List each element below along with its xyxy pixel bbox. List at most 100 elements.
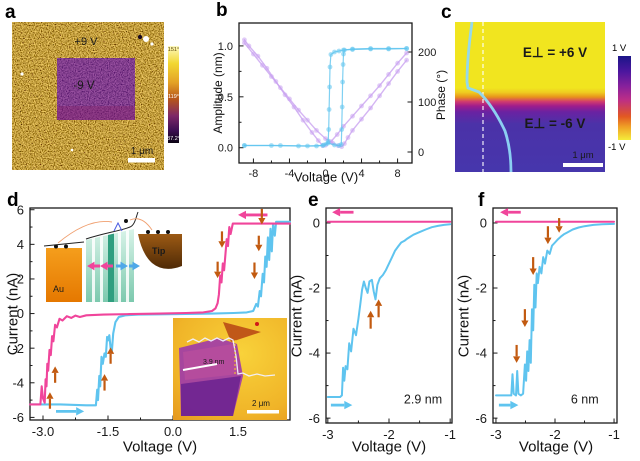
scalebar-label: 2 μm [252,399,270,408]
electron-dot [156,230,160,234]
svg-text:-6: -6 [12,410,24,425]
svg-text:-1.5: -1.5 [97,424,119,439]
surface-pit [137,34,143,40]
panel-d-letter: d [7,190,19,211]
afm-phase-image: +9 V -9 V 1 μm [12,22,164,170]
panel-c-letter: c [441,2,452,23]
phase-colorbar: 151° 119° 87.2° [167,46,180,143]
au-electrode [46,248,82,302]
electron-dot [54,244,58,249]
svg-text:-2: -2 [12,341,24,356]
e-x-axis-title: Voltage (V) [351,438,427,456]
svg-text:-1: -1 [444,427,456,442]
svg-text:-4: -4 [308,346,320,361]
svg-text:0.5: 0.5 [218,92,233,104]
panel-e-letter: e [308,190,319,211]
f-x-axis-title: Voltage (V) [518,438,594,456]
svg-text:0: 0 [322,168,328,180]
au-label: Au [53,284,64,294]
band-diagram-inset: Au Tip [43,211,182,302]
svg-text:-1: -1 [608,427,620,442]
colorbar-max-label: 151° [167,47,180,53]
scalebar [247,410,279,414]
barrier-peak-marker [113,221,123,232]
tip-label: Tip [152,246,166,256]
svg-text:2.9 nm: 2.9 nm [404,393,442,407]
butterfly-loop-chart: -8 -4 0 4 8 0.0 0.5 1.0 0 100 200 [218,22,436,180]
b-left-axis-title: Amplitude (nm) [211,52,225,134]
svg-text:-2: -2 [549,427,561,442]
polarization-right-arrows [116,261,140,271]
e-y-axis-title: Current (nA) [288,274,306,358]
svg-text:4: 4 [17,237,24,252]
colorbar-min-label: 87.2° [167,136,180,142]
colorbar-max-label: 1 V [612,43,627,54]
svg-text:-6: -6 [475,411,487,426]
svg-text:-2: -2 [475,281,487,296]
flake-terrace [183,344,239,380]
svg-text:1.5: 1.5 [229,424,247,439]
potential-profile-curve [465,22,513,172]
field-plus-label: E⊥ = +6 V [523,45,587,60]
b-right-axis-title: Phase (°) [434,69,448,121]
surface-particle [143,36,149,42]
electron-transfer-arc [129,218,153,231]
panel-b-letter: b [216,0,228,21]
svg-text:-3: -3 [322,427,334,442]
electron-dot [146,230,150,234]
surface-particle [70,148,74,152]
svg-text:0: 0 [418,147,424,159]
flake-topography-inset: 3.9 nm 2 μm [173,318,287,420]
svg-text:-4: -4 [475,346,487,361]
svg-text:6 nm: 6 nm [571,393,599,407]
surface-particle [20,72,24,76]
height-profile-trace [186,337,276,377]
thickness-label: 3.9 nm [203,359,225,366]
polarization-left-arrows [87,261,113,271]
svg-text:-6: -6 [308,411,320,426]
svg-text:-3: -3 [490,427,502,442]
iv-curve-thin-chart: -3 -2 -1 0 -2 -4 -6 2.9 nm [308,207,456,442]
band-bending-curve [85,211,139,240]
surface-particle [150,42,154,46]
tip-electrode [138,234,182,269]
scalebar-label: 1 μm [572,150,593,161]
svg-text:0: 0 [313,216,320,231]
svg-text:-4: -4 [285,168,295,180]
svg-text:100: 100 [418,97,436,109]
write-voltage-label-minus: -9 V [73,80,94,92]
svg-text:200: 200 [418,47,436,59]
svg-text:1.0: 1.0 [218,41,233,53]
electron-transfer-arc [57,221,113,244]
svg-text:8: 8 [395,168,401,180]
svg-text:4: 4 [358,168,364,180]
folded-flap [223,322,261,342]
field-minus-label: E⊥ = -6 V [525,116,586,131]
d-y-axis-title: Current (nA) [4,272,22,356]
svg-text:-2: -2 [383,427,395,442]
colorbar-mid-label: 119° [168,94,179,100]
svg-text:0.0: 0.0 [218,143,233,155]
potential-colorbar [618,56,631,140]
svg-text:-2: -2 [308,281,320,296]
switched-domain-square [57,58,135,120]
svg-text:-4: -4 [12,375,24,390]
band-edge-line [43,241,85,247]
electron-dot [124,219,128,223]
svg-text:6: 6 [17,202,24,217]
cross-section-line [182,363,218,371]
svg-text:0.0: 0.0 [164,424,182,439]
domain-edge-tint [57,106,135,120]
svg-text:-8: -8 [249,168,259,180]
svg-text:-3.0: -3.0 [32,424,54,439]
electron-dot [64,244,68,249]
marker-dot [255,322,259,326]
write-voltage-label-plus: +9 V [75,36,99,48]
scalebar [128,158,155,163]
b-x-axis-title: Voltage (V) [293,169,359,185]
iv-curve-thick-chart: -3 -2 -1 0 -2 -4 -6 6 nm [475,207,620,442]
electron-dot [166,230,170,234]
colorbar-min-label: -1 V [608,142,626,153]
svg-text:2: 2 [17,272,24,287]
